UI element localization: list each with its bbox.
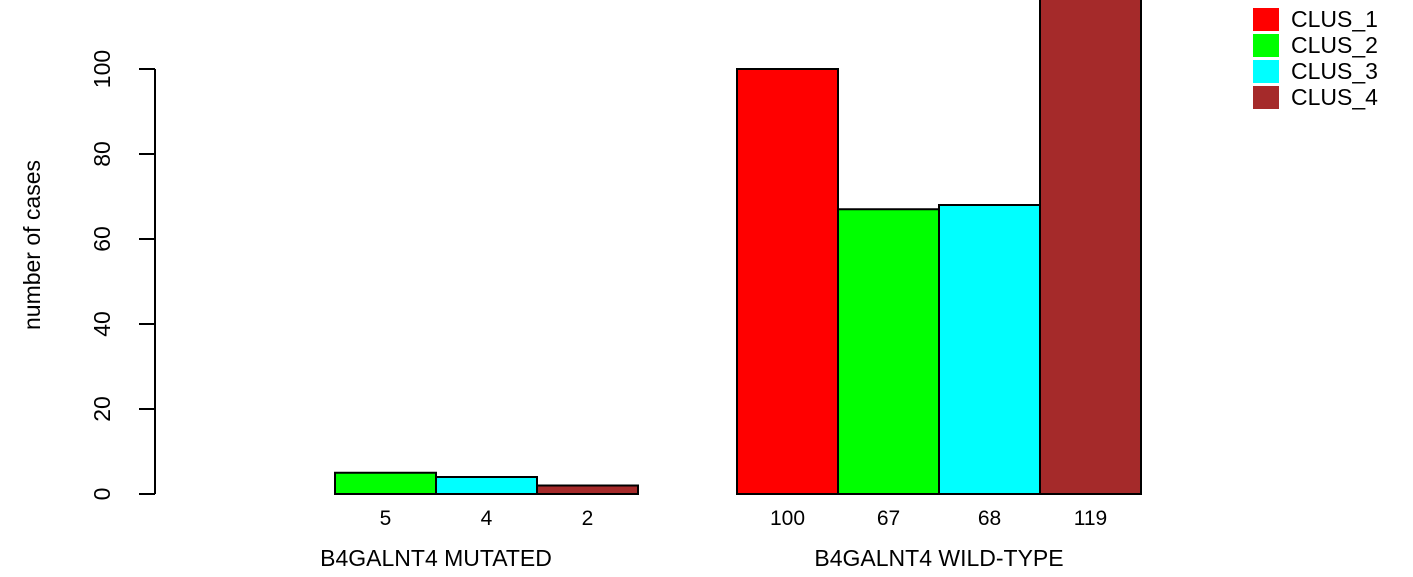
bar-clus-2	[334, 471, 437, 495]
bar-clus-3	[938, 204, 1041, 495]
legend-label: CLUS_4	[1291, 84, 1378, 110]
legend: CLUS_1 CLUS_2 CLUS_3 CLUS_4	[1253, 6, 1378, 110]
legend-item-clus-2: CLUS_2	[1253, 32, 1378, 58]
y-tick-label: 20	[89, 396, 115, 422]
legend-item-clus-1: CLUS_1	[1253, 6, 1378, 32]
legend-swatch-clus-3	[1253, 59, 1279, 83]
legend-swatch-clus-4	[1253, 85, 1279, 109]
group-label: B4GALNT4 WILD-TYPE	[814, 545, 1063, 571]
bar-value-label: 100	[770, 507, 805, 530]
legend-label: CLUS_2	[1291, 32, 1378, 58]
legend-label: CLUS_1	[1291, 6, 1378, 32]
y-tick-label: 0	[89, 488, 115, 501]
bars	[334, 0, 1142, 495]
legend-item-clus-4: CLUS_4	[1253, 84, 1378, 110]
bar-value-label: 68	[978, 507, 1001, 530]
bar-value-label: 2	[582, 507, 594, 530]
bar-clus-3	[435, 476, 538, 495]
bar-clus-4	[1039, 0, 1142, 495]
y-axis: 0 20 40 60 80 100	[89, 50, 156, 501]
bar-value-label: 119	[1074, 507, 1107, 530]
y-tick-label: 80	[89, 141, 115, 167]
y-tick-label: 40	[89, 311, 115, 337]
bar-value-label: 67	[877, 507, 900, 530]
legend-swatch-clus-2	[1253, 33, 1279, 57]
y-tick-label: 100	[89, 50, 115, 88]
bar-value-label: 5	[380, 507, 392, 530]
group-label: B4GALNT4 MUTATED	[320, 545, 552, 571]
labels: 5 4 2 B4GALNT4 MUTATED 100 67 68 119 B4GALNT4 WI…	[320, 507, 1107, 571]
legend-swatch-clus-1	[1253, 7, 1279, 31]
bar-clus-1	[736, 68, 839, 495]
bar-clus-4	[536, 484, 639, 495]
bar-value-label: 4	[481, 507, 493, 530]
bar-clus-2	[837, 208, 940, 495]
y-tick-label: 60	[89, 226, 115, 252]
legend-label: CLUS_3	[1291, 58, 1378, 84]
legend-item-clus-3: CLUS_3	[1253, 58, 1378, 84]
y-axis-label: number of cases	[19, 160, 45, 330]
